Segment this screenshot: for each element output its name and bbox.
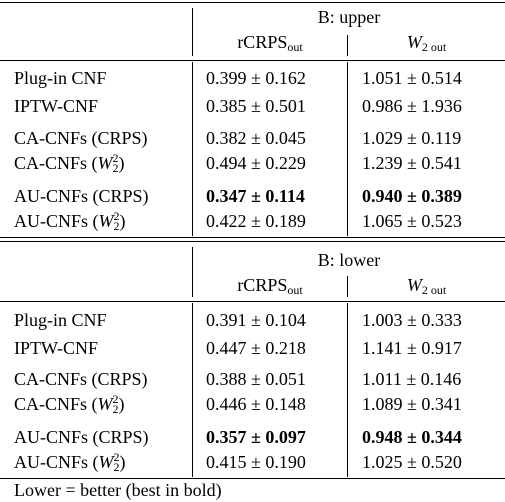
- top-rule: [0, 2, 505, 3]
- cell-value: 1.011 ± 0.146: [362, 369, 462, 389]
- cell-value: 0.391 ± 0.104: [206, 310, 306, 330]
- block-title: B: upper: [317, 7, 381, 27]
- cell-value: 1.089 ± 0.341: [362, 394, 462, 414]
- cell-value: 0.388 ± 0.051: [206, 369, 306, 389]
- method-label: AU-CNFs (CRPS): [14, 186, 149, 206]
- method-label: Plug-in CNF: [14, 310, 107, 330]
- cell-value: 0.447 ± 0.218: [206, 338, 306, 358]
- v-rule: [347, 35, 348, 56]
- cell-value: 0.385 ± 0.501: [206, 96, 306, 116]
- v-rule: [347, 303, 348, 477]
- cell-value-best: 0.357 ± 0.097: [206, 427, 306, 447]
- method-label: AU-CNFs (CRPS): [14, 427, 149, 447]
- method-label: IPTW-CNF: [14, 96, 99, 116]
- v-rule: [347, 62, 348, 236]
- cell-value: 1.141 ± 0.917: [362, 338, 462, 358]
- cell-value: 1.065 ± 0.523: [362, 211, 462, 231]
- method-label: IPTW-CNF: [14, 338, 99, 358]
- cell-value: 0.399 ± 0.162: [206, 68, 306, 88]
- method-label: CA-CNFs (CRPS): [14, 128, 148, 148]
- column-header-w2: W2 out: [406, 32, 447, 54]
- method-label: CA-CNFs (CRPS): [14, 369, 148, 389]
- v-rule: [347, 276, 348, 297]
- block2-header-rule: [0, 301, 505, 302]
- method-label: AU-CNFs (W22): [14, 450, 126, 474]
- cell-value: 0.494 ± 0.229: [206, 153, 306, 173]
- cell-value: 0.382 ± 0.045: [206, 128, 306, 148]
- column-header-rcrps: rCRPSout: [237, 275, 303, 297]
- cell-value-best: 0.347 ± 0.114: [206, 186, 305, 206]
- v-rule: [192, 303, 193, 477]
- cell-value: 0.422 ± 0.189: [206, 211, 306, 231]
- cell-value: 1.051 ± 0.514: [362, 68, 462, 88]
- cell-value: 0.986 ± 1.936: [362, 96, 462, 116]
- method-label: AU-CNFs (W22): [14, 209, 126, 233]
- method-label: CA-CNFs (W22): [14, 392, 125, 416]
- cell-value: 1.029 ± 0.119: [362, 128, 462, 148]
- method-label: CA-CNFs (W22): [14, 151, 125, 175]
- method-label: Plug-in CNF: [14, 68, 107, 88]
- cell-value-best: 0.948 ± 0.344: [362, 427, 462, 447]
- cell-value: 1.239 ± 0.541: [362, 153, 462, 173]
- block1-header-rule: [0, 60, 505, 61]
- cell-value: 0.415 ± 0.190: [206, 452, 306, 472]
- block-separator-rule-a: [0, 237, 505, 238]
- cell-value: 0.446 ± 0.148: [206, 394, 306, 414]
- column-header-w2: W2 out: [406, 275, 447, 297]
- table-footnote: Lower = better (best in bold): [14, 480, 222, 500]
- v-rule: [192, 8, 193, 56]
- block-separator-rule-b: [0, 241, 505, 242]
- v-rule: [192, 62, 193, 236]
- cell-value: 1.003 ± 0.333: [362, 310, 462, 330]
- cell-value: 1.025 ± 0.520: [362, 452, 462, 472]
- bottom-rule: [0, 478, 505, 479]
- v-rule: [192, 247, 193, 297]
- cell-value-best: 0.940 ± 0.389: [362, 186, 462, 206]
- block-title: B: lower: [317, 250, 381, 270]
- column-header-rcrps: rCRPSout: [237, 32, 303, 54]
